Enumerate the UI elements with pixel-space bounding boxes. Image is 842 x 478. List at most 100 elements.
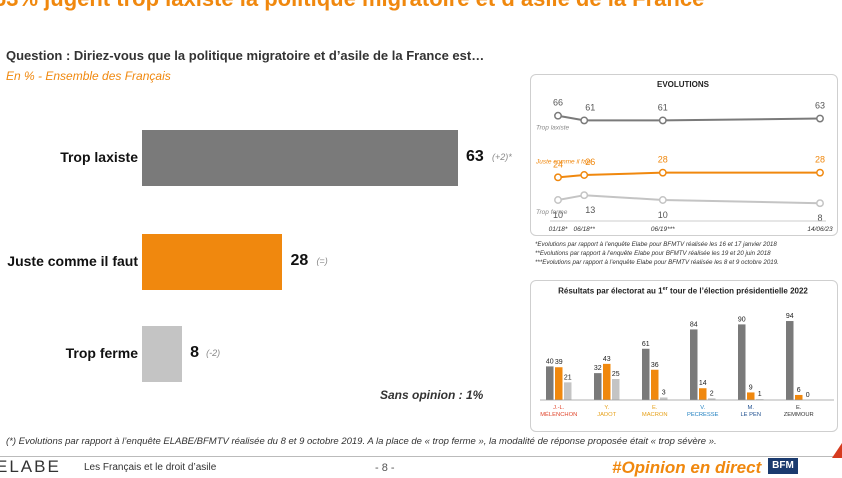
electorate-category-label: MACRON (642, 412, 668, 418)
electorate-category-label: E. (652, 405, 658, 411)
bar (142, 130, 458, 186)
bar-change-label: (=) (316, 256, 328, 266)
electorate-value-label: 2 (710, 390, 714, 397)
evolution-value-label: 10 (553, 210, 563, 220)
electorate-bar (708, 398, 716, 400)
electorate-value-label: 84 (690, 321, 698, 328)
footer-title: Les Français et le droit d’asile (84, 462, 217, 473)
evolution-series-label: Juste comme il faut (535, 158, 593, 165)
evolution-value-label: 8 (817, 213, 822, 223)
corner-arrow-icon (832, 443, 842, 458)
hashtag-label: #Opinion en direct (612, 458, 762, 477)
electorate-bar (555, 367, 563, 400)
evolution-value-label: 26 (585, 157, 595, 167)
electorate-title-sup: er (662, 286, 668, 292)
headline: 63% jugent trop laxiste la politique mig… (0, 0, 704, 12)
main-bar-chart: Trop laxiste 63 (+2)* Juste comme il faut 28… (7, 130, 512, 382)
evolution-point (816, 199, 824, 208)
evolution-series-label: Trop ferme (536, 209, 568, 216)
evolution-point (554, 196, 562, 204)
question-text: Question : Diriez-vous que la politique … (6, 48, 485, 63)
electorate-title-main: Résultats par électorat au 1 (558, 286, 663, 296)
evolution-tick-label: 14/06/23 (807, 226, 833, 233)
bar-change-label: (+2)* (492, 152, 512, 162)
electorate-bar-chart: 40 3921J.-L.MÉLENCHON324325Y.JADOT61363E.… (540, 313, 834, 418)
electorate-category-label: Y. (604, 405, 609, 411)
evolutions-title: EVOLUTIONS (656, 80, 709, 89)
electorate-bar (786, 321, 794, 400)
evolution-series-label: Trop laxiste (536, 125, 569, 132)
evolution-value-label: 61 (585, 102, 595, 112)
sans-opinion-label: Sans opinion : 1% (380, 388, 484, 402)
evolution-value-label: 28 (815, 155, 825, 165)
electorate-value-label: 1 (758, 391, 762, 398)
bar (142, 234, 283, 290)
electorate-category-label: MÉLENCHON (540, 411, 577, 418)
bar-value-label: 8 (190, 344, 200, 361)
electorate-bar (756, 399, 764, 400)
electorate-bar (546, 366, 554, 400)
electorate-category-label: E. (796, 405, 802, 411)
bar-value-label: 63 (466, 148, 484, 165)
evolution-point (816, 114, 824, 123)
evolutions-note: ***Evolutions par rapport à l’enquête El… (535, 259, 779, 266)
electorate-bar (747, 392, 755, 400)
electorate-bar (690, 329, 698, 400)
evolution-point (580, 116, 589, 125)
evolution-tick-label: 06/19*** (651, 226, 675, 233)
electorate-bar (594, 373, 602, 400)
electorate-value-label: 9 (749, 384, 753, 391)
electorate-category-label: ZEMMOUR (784, 412, 814, 418)
page-number: - 8 - (375, 462, 395, 474)
electorate-category-label: LE PEN (740, 412, 761, 418)
electorate-bar (738, 324, 746, 400)
evolution-value-label: 24 (553, 159, 563, 169)
bar-category-label: Juste comme il faut (7, 253, 138, 269)
electorate-category-label: PECRESSE (687, 412, 719, 418)
evolution-point (816, 168, 824, 177)
electorate-bar (795, 394, 803, 400)
evolution-point (554, 111, 562, 120)
evolution-value-label: 28 (658, 155, 668, 165)
evolution-value-label: 61 (658, 102, 668, 112)
electorate-value-label: 90 (738, 316, 746, 323)
electorate-bar (660, 397, 668, 400)
electorate-value-label: 21 (564, 374, 572, 381)
electorate-bar (642, 348, 650, 400)
evolution-value-label: 63 (815, 101, 825, 111)
electorate-title-end: tour de l’élection présidentielle 2022 (667, 286, 808, 296)
electorate-value-label: 43 (603, 356, 611, 363)
electorate-category-label: J.-L. (553, 405, 565, 411)
electorate-bar (564, 382, 572, 400)
electorate-bar (699, 388, 707, 400)
evolutions-panel (530, 74, 838, 236)
electorate-value-label: 0 (806, 392, 810, 399)
evolution-line (557, 114, 821, 122)
electorate-value-label: 36 (651, 362, 659, 369)
evolution-point (580, 171, 589, 179)
evolution-line (557, 171, 820, 179)
electorate-value-label: 94 (786, 313, 794, 320)
evolution-value-label: 13 (585, 205, 595, 215)
evolution-value-label: 66 (553, 98, 563, 108)
bar (142, 326, 183, 382)
evolution-point (658, 116, 667, 125)
electorate-category-label: JADOT (597, 412, 616, 418)
elabe-logo: ELABE (0, 457, 61, 476)
electorate-category-label: M. (748, 405, 755, 411)
electorate-value-label: 14 (699, 380, 707, 387)
evolution-point (658, 196, 667, 204)
electorate-value-label: 32 (594, 365, 602, 372)
bar-category-label: Trop laxiste (60, 149, 138, 165)
evolution-value-label: 10 (658, 210, 668, 220)
footnote: (*) Evolutions par rapport à l’enquête E… (6, 436, 717, 447)
electorate-value-label: 39 (555, 359, 563, 366)
evolutions-line-chart: 66 61 61 63 Trop laxiste 24 26 28 28 Juste comme … (535, 98, 833, 233)
evolution-line (557, 194, 821, 205)
question-subtitle: En % - Ensemble des Français (6, 69, 171, 83)
electorate-category-label: V. (700, 405, 705, 411)
evolution-point (554, 173, 562, 182)
electorate-bar (603, 363, 611, 400)
electorate-value-label: 6 (797, 387, 801, 394)
evolution-point (580, 191, 589, 200)
